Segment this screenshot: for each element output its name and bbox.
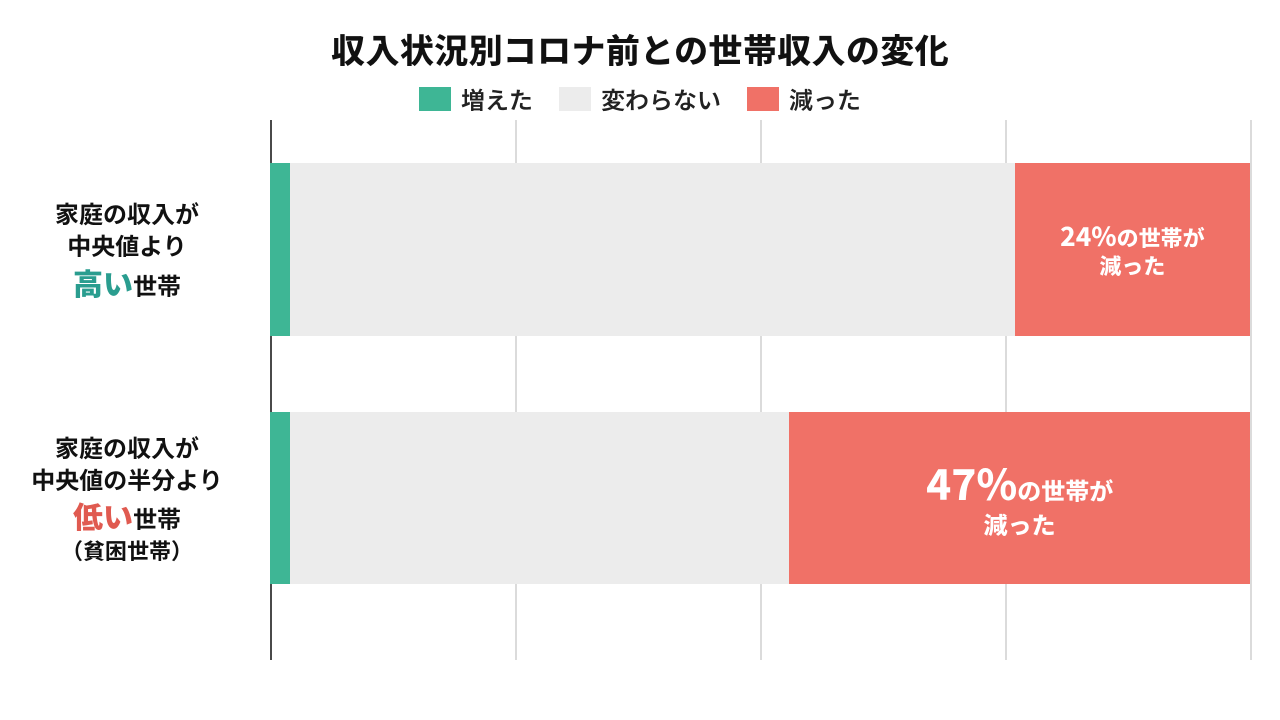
chart-title: 収入状況別コロナ前との世帯収入の変化 [0, 0, 1280, 73]
bar-row-above-median: 24%の世帯が減った [270, 163, 1250, 336]
legend-item-same: 変わらない [559, 81, 721, 116]
bar-seg-above-median-same [290, 163, 1015, 336]
legend-label-increased: 増えた [461, 81, 533, 116]
legend: 増えた 変わらない 減った [0, 81, 1280, 116]
bar-row-below-half-median: 47%の世帯が減った [270, 412, 1250, 585]
y-label-above-median: 家庭の収入が中央値より高い世帯 [0, 163, 254, 336]
bar-seg-below-half-median-increased [270, 412, 290, 585]
plot-area: 24%の世帯が減った 47%の世帯が減った [270, 120, 1250, 660]
bar-annotation-below-half-median: 47%の世帯が減った [926, 457, 1113, 540]
y-label-below-half-median: 家庭の収入が中央値の半分より低い世帯（貧困世帯） [0, 412, 254, 585]
bar-seg-below-half-median-same [290, 412, 790, 585]
legend-label-decreased: 減った [789, 81, 861, 116]
legend-item-increased: 増えた [419, 81, 533, 116]
bar-seg-below-half-median-decreased: 47%の世帯が減った [789, 412, 1250, 585]
gridline [1250, 120, 1252, 660]
legend-swatch-same [559, 87, 591, 111]
legend-swatch-increased [419, 87, 451, 111]
bar-seg-above-median-increased [270, 163, 290, 336]
y-axis-labels: 家庭の収入が中央値より高い世帯家庭の収入が中央値の半分より低い世帯（貧困世帯） [0, 120, 254, 660]
chart-container: 収入状況別コロナ前との世帯収入の変化 増えた 変わらない 減った 家庭の収入が中… [0, 0, 1280, 720]
bar-annotation-above-median: 24%の世帯が減った [1060, 220, 1205, 280]
legend-swatch-decreased [747, 87, 779, 111]
legend-label-same: 変わらない [601, 81, 721, 116]
legend-item-decreased: 減った [747, 81, 861, 116]
bar-seg-above-median-decreased: 24%の世帯が減った [1015, 163, 1250, 336]
